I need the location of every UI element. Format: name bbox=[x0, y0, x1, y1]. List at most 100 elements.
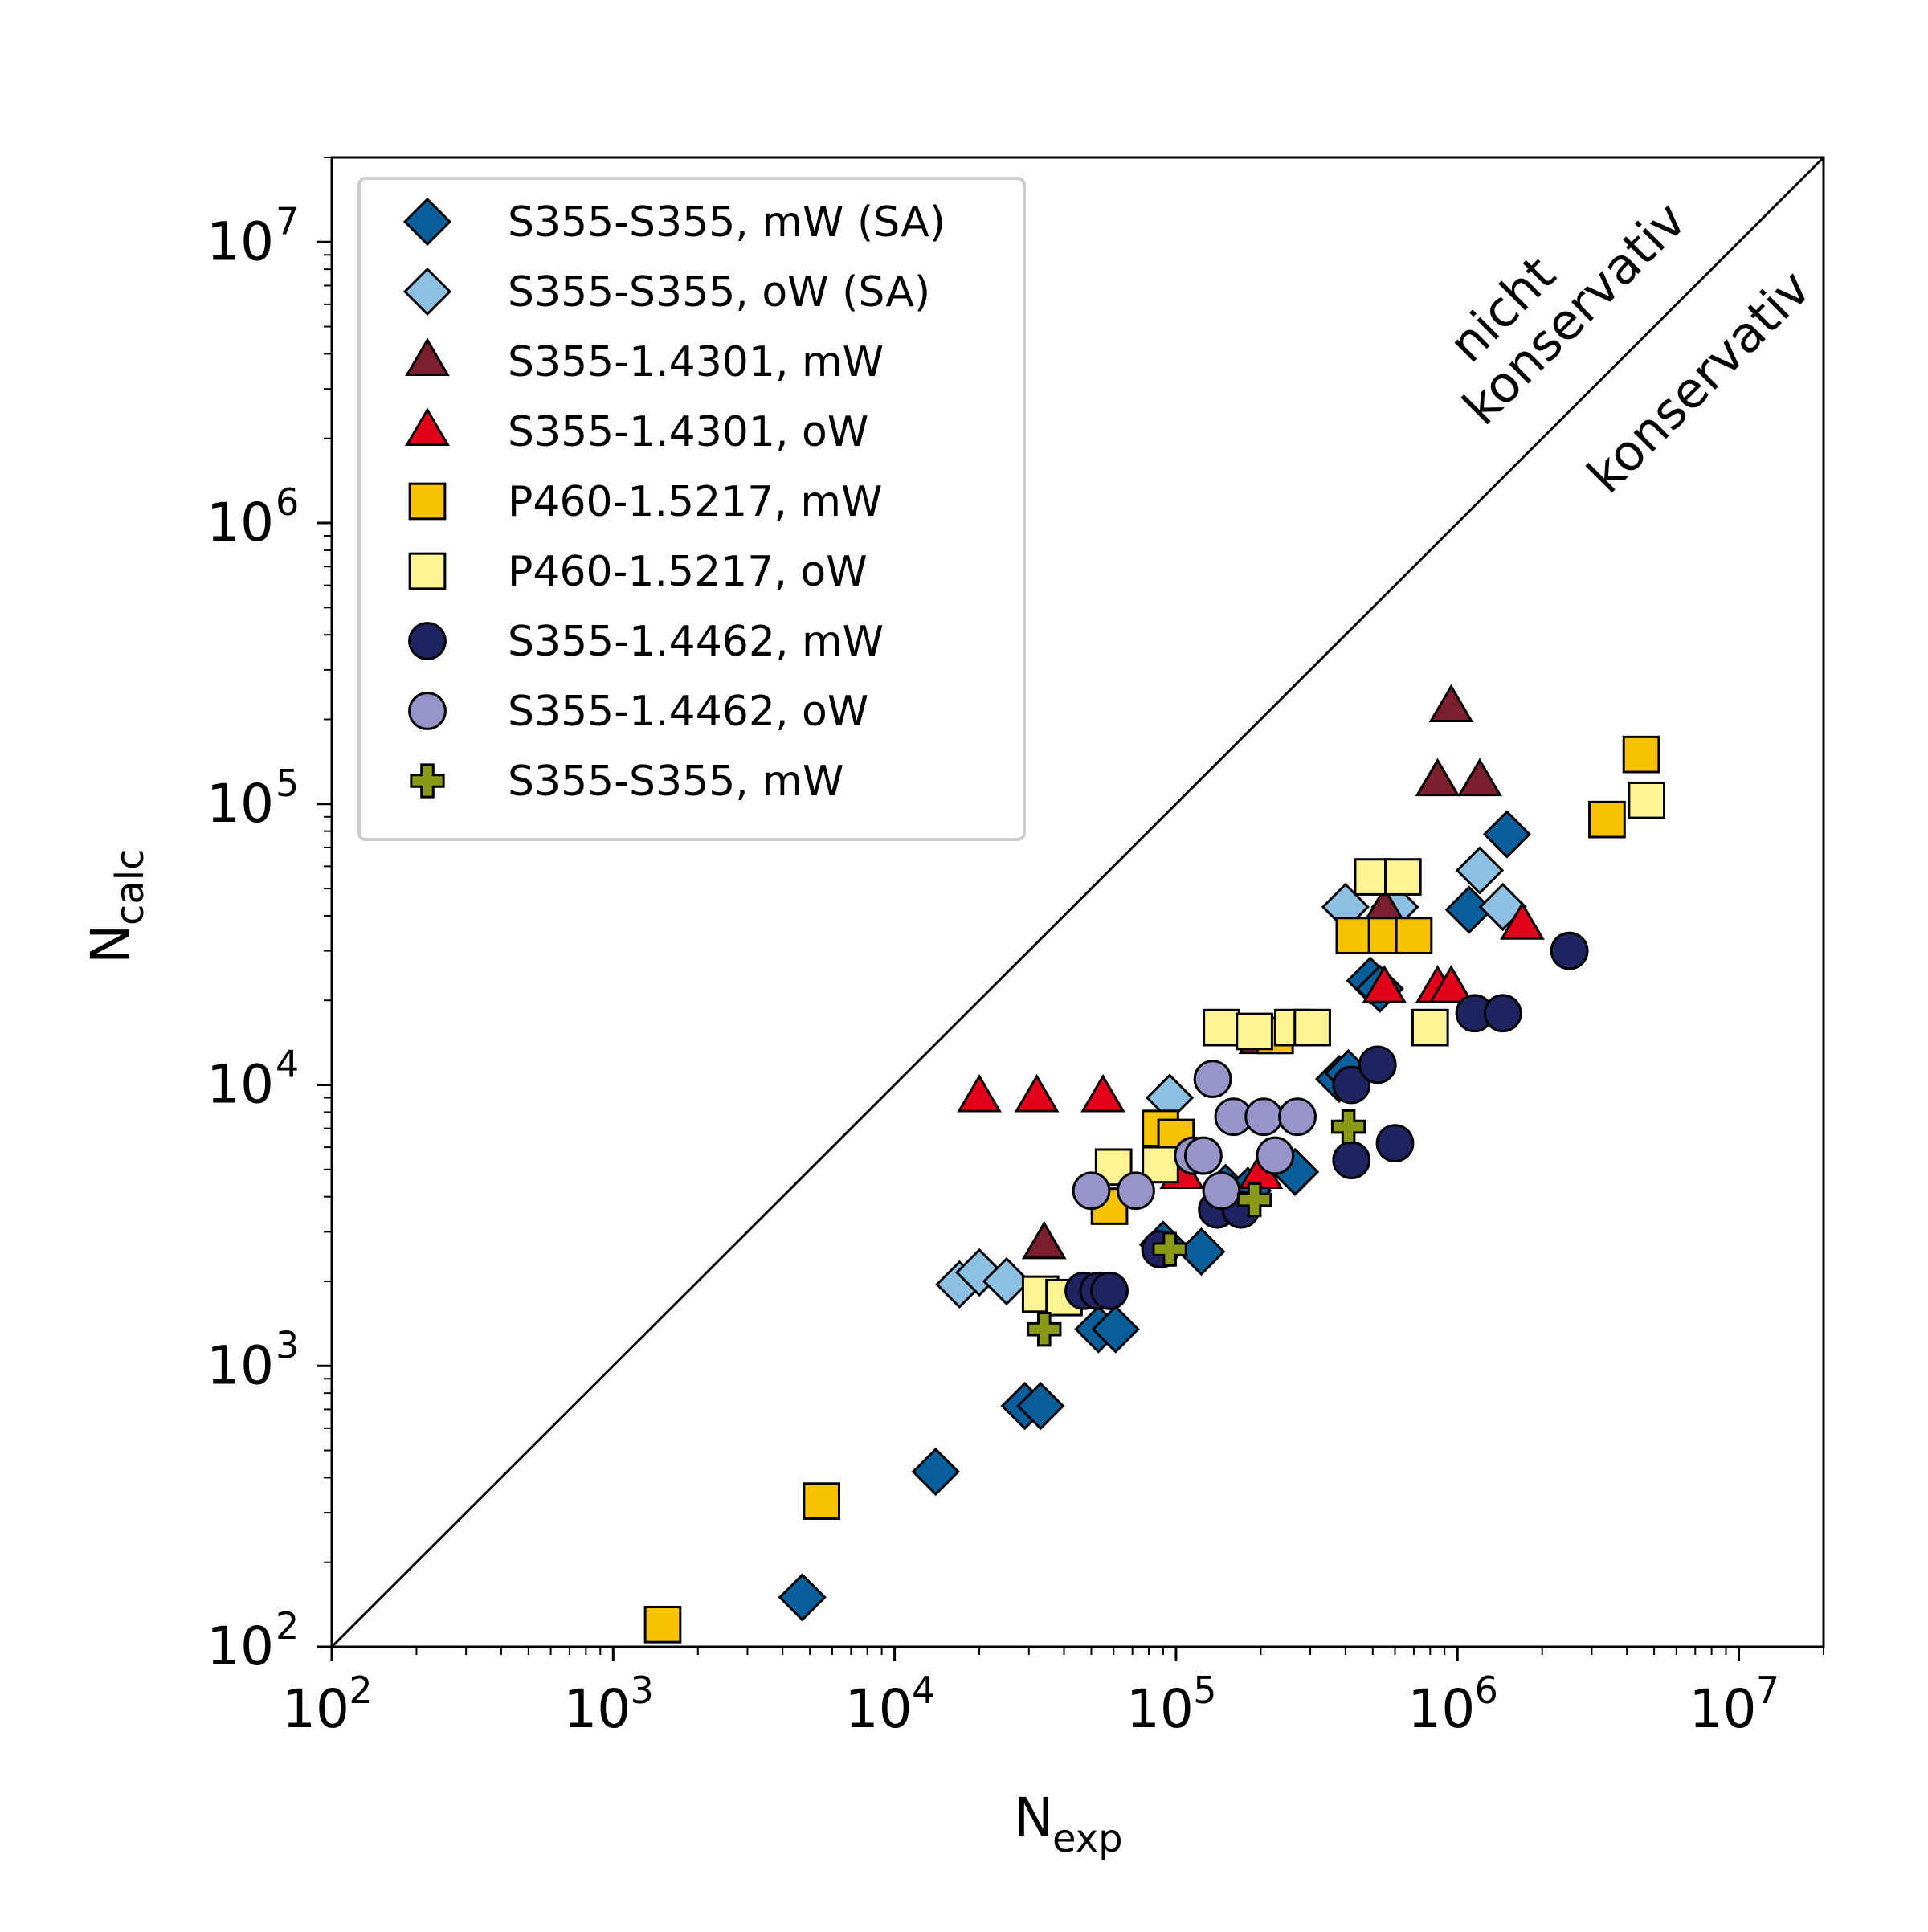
data-point-s6-6 bbox=[1236, 1012, 1273, 1051]
y-tick-label-5: 10 bbox=[206, 773, 274, 835]
y-axis-label-subscript: calc bbox=[108, 848, 153, 925]
data-point-s9-4 bbox=[1330, 1109, 1366, 1145]
data-point-s5-9 bbox=[1395, 917, 1433, 954]
legend-label-3: S355-1.4301, mW bbox=[508, 338, 884, 386]
data-point-s6-5 bbox=[1203, 1008, 1240, 1047]
data-point-s5-11 bbox=[1622, 735, 1660, 774]
data-point-s3-6 bbox=[1457, 758, 1502, 797]
x-tick-exponent-2: 2 bbox=[349, 1669, 372, 1712]
x-tick-label-6: 10 bbox=[1407, 1678, 1475, 1740]
legend-label-2: S355-S355, oW (SA) bbox=[508, 268, 930, 317]
data-point-s9-2 bbox=[1152, 1231, 1187, 1267]
y-tick-label-7: 10 bbox=[206, 210, 274, 272]
data-point-s4-8 bbox=[1428, 965, 1474, 1003]
data-point-s8-4 bbox=[1183, 1136, 1223, 1175]
data-point-s1-17 bbox=[1482, 810, 1532, 859]
data-point-s7-10 bbox=[1358, 1045, 1397, 1084]
data-point-s1-6 bbox=[1091, 1305, 1140, 1354]
y-tick-label-6: 10 bbox=[206, 492, 274, 553]
series-8 bbox=[1072, 1060, 1317, 1211]
plot-frame bbox=[330, 156, 1825, 1648]
x-tick-label-3: 10 bbox=[563, 1678, 631, 1740]
legend-marker-6 bbox=[408, 552, 447, 590]
series-1 bbox=[778, 810, 1532, 1622]
legend-label-7: S355-1.4462, mW bbox=[508, 618, 884, 666]
data-point-s2-7 bbox=[1455, 846, 1505, 895]
data-point-s4-2 bbox=[1014, 1073, 1060, 1113]
legend-marker-5 bbox=[408, 482, 447, 521]
x-tick-exponent-6: 6 bbox=[1475, 1669, 1498, 1712]
x-tick-label-2: 10 bbox=[282, 1678, 349, 1740]
data-point-s6-12 bbox=[1628, 781, 1666, 819]
data-point-s5-10 bbox=[1588, 800, 1626, 839]
data-point-s1-2 bbox=[911, 1447, 960, 1497]
x-axis-label-subscript: exp bbox=[1052, 1816, 1123, 1861]
data-point-s1-4 bbox=[1016, 1382, 1065, 1431]
legend-label-4: S355-1.4301, oW bbox=[508, 408, 868, 456]
data-point-s7-12 bbox=[1483, 994, 1522, 1033]
legend-marker-7 bbox=[408, 622, 447, 660]
y-tick-exponent-2: 2 bbox=[276, 1604, 299, 1648]
data-point-s5-7 bbox=[1335, 917, 1374, 954]
legend-marker-4 bbox=[405, 407, 450, 446]
data-point-s3-4 bbox=[1428, 684, 1474, 723]
x-tick-label-4: 10 bbox=[845, 1678, 913, 1740]
legend-marker-8 bbox=[408, 692, 447, 730]
y-tick-label-4: 10 bbox=[206, 1054, 274, 1116]
legend-label-6: P460-1.5217, oW bbox=[508, 548, 868, 596]
data-point-s1-1 bbox=[778, 1573, 827, 1622]
data-point-s8-9 bbox=[1256, 1136, 1295, 1175]
data-point-s7-7 bbox=[1332, 1141, 1371, 1180]
x-axis-label: N bbox=[1014, 1787, 1053, 1848]
series-9 bbox=[1027, 1109, 1366, 1347]
data-point-s5-2 bbox=[803, 1482, 841, 1520]
legend-marker-2 bbox=[402, 267, 452, 317]
y-tick-exponent-4: 4 bbox=[276, 1043, 299, 1086]
legend-marker-1 bbox=[402, 197, 452, 247]
legend-label-1: S355-S355, mW (SA) bbox=[508, 198, 946, 247]
data-point-s8-1 bbox=[1072, 1171, 1111, 1211]
data-point-s9-3 bbox=[1236, 1182, 1272, 1218]
data-point-s4-9 bbox=[1500, 901, 1545, 940]
data-point-s7-13 bbox=[1550, 931, 1589, 970]
y-tick-exponent-3: 3 bbox=[276, 1323, 299, 1366]
x-tick-label-5: 10 bbox=[1126, 1678, 1194, 1740]
data-point-s4-6 bbox=[1362, 965, 1407, 1003]
data-point-s8-8 bbox=[1244, 1097, 1284, 1137]
data-point-s5-1 bbox=[643, 1605, 682, 1644]
y-tick-label-3: 10 bbox=[206, 1334, 274, 1396]
data-point-s7-9 bbox=[1332, 1065, 1371, 1105]
legend: S355-S355, mW (SA) S355-S355, oW (SA) S355… bbox=[357, 177, 1026, 841]
series-6 bbox=[1021, 781, 1666, 1317]
y-tick-label-2: 10 bbox=[206, 1615, 274, 1677]
x-tick-label-7: 10 bbox=[1689, 1678, 1757, 1740]
data-point-s3-5 bbox=[1415, 758, 1460, 797]
data-point-s6-8 bbox=[1293, 1008, 1331, 1047]
x-tick-exponent-4: 4 bbox=[912, 1669, 935, 1712]
legend-marker-9 bbox=[410, 763, 445, 799]
data-point-s8-2 bbox=[1117, 1171, 1155, 1211]
y-tick-exponent-6: 6 bbox=[276, 480, 299, 524]
x-tick-exponent-5: 5 bbox=[1193, 1669, 1216, 1712]
legend-marker-3 bbox=[405, 337, 450, 376]
diagonal-reference-line bbox=[330, 156, 1825, 1648]
legend-label-9: S355-S355, mW bbox=[508, 758, 844, 806]
y-tick-exponent-5: 5 bbox=[276, 762, 299, 805]
data-point-s3-1 bbox=[1021, 1220, 1067, 1260]
x-tick-exponent-3: 3 bbox=[631, 1669, 654, 1712]
data-point-s2-3 bbox=[982, 1256, 1031, 1306]
data-point-s6-10 bbox=[1384, 858, 1422, 896]
y-axis-label: N bbox=[80, 925, 141, 964]
data-point-s9-1 bbox=[1027, 1312, 1062, 1347]
ticks bbox=[317, 157, 1824, 1661]
data-point-s7-3 bbox=[1090, 1271, 1129, 1310]
data-point-s8-5 bbox=[1202, 1171, 1241, 1211]
legend-label-5: P460-1.5217, mW bbox=[508, 478, 882, 526]
data-point-s6-11 bbox=[1411, 1008, 1449, 1047]
data-point-s8-6 bbox=[1193, 1060, 1232, 1099]
legend-box bbox=[357, 177, 1026, 841]
x-tick-exponent-7: 7 bbox=[1756, 1669, 1779, 1712]
